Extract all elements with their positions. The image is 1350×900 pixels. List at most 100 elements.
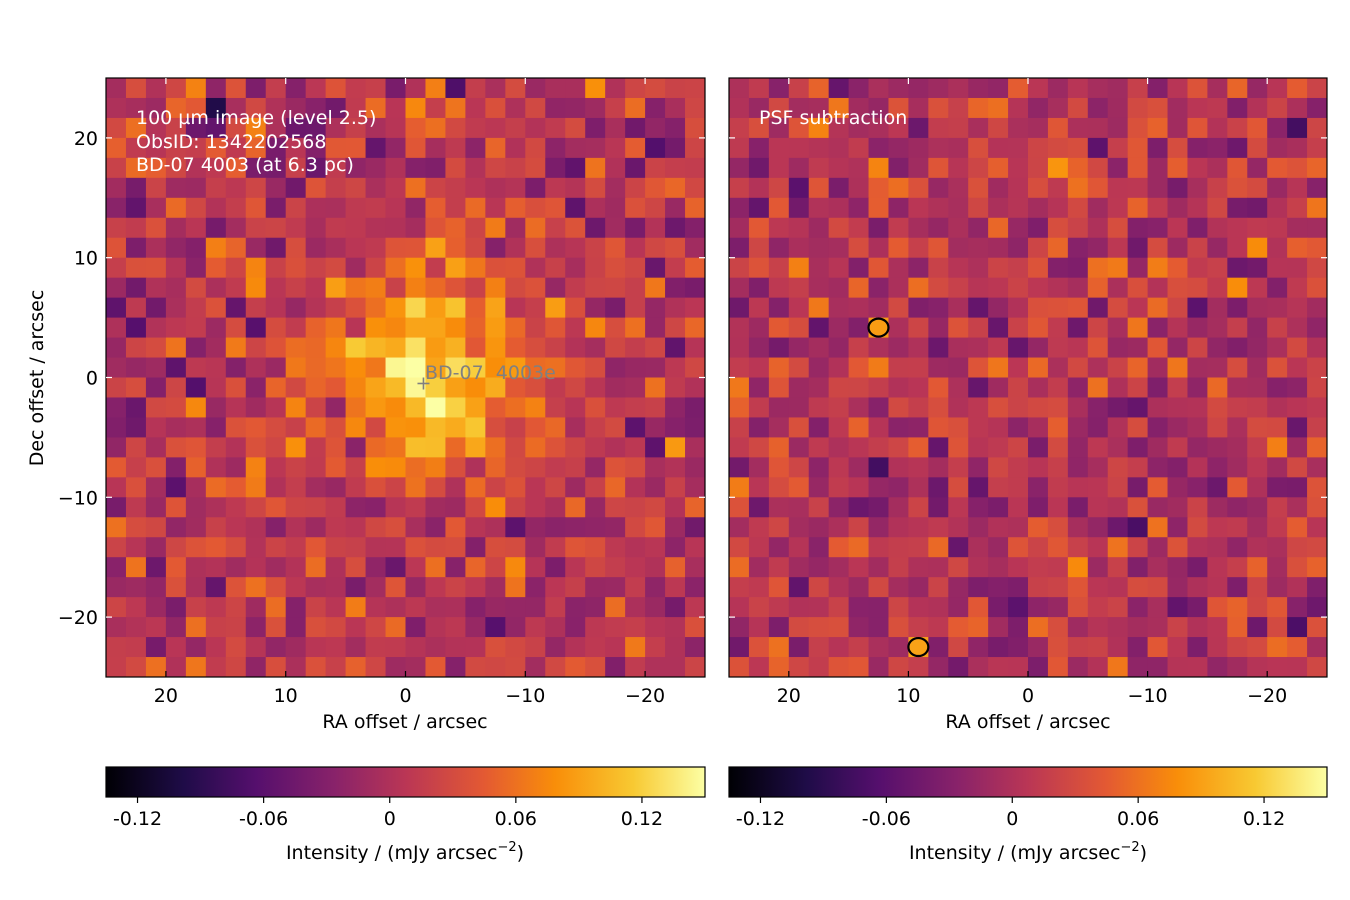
heatmap-cell (645, 497, 666, 518)
heatmap-cell (565, 637, 586, 658)
heatmap-cell (748, 137, 770, 159)
heatmap-cell (888, 157, 909, 179)
heatmap-cell (265, 197, 287, 219)
heatmap-cell (685, 237, 705, 259)
heatmap-cell (565, 377, 586, 399)
heatmap-cell (1187, 617, 1208, 638)
heatmap-cell (665, 477, 686, 498)
heatmap-cell (1307, 137, 1327, 159)
heatmap-cell (665, 357, 686, 379)
heatmap-cell (106, 137, 127, 159)
heatmap-cell (325, 78, 347, 99)
heatmap-cell (685, 557, 705, 578)
heatmap-cell (505, 97, 526, 119)
heatmap-cell (828, 157, 850, 179)
heatmap-cell (385, 97, 407, 119)
heatmap-cell (106, 437, 127, 458)
heatmap-cell (665, 577, 686, 598)
heatmap-cell (888, 657, 909, 677)
heatmap-cell (665, 377, 686, 399)
heatmap-cell (465, 137, 486, 159)
heatmap-cell (888, 78, 909, 99)
heatmap-cell (1227, 597, 1248, 618)
heatmap-cell (485, 97, 506, 119)
heatmap-cell (265, 157, 287, 179)
heatmap-cell (225, 417, 247, 438)
heatmap-cell (385, 657, 407, 677)
heatmap-cell (1047, 657, 1069, 677)
heatmap-cell (1167, 517, 1189, 538)
heatmap-cell (1067, 597, 1089, 618)
heatmap-cell (305, 617, 327, 638)
heatmap-cell (585, 317, 606, 339)
heatmap-cell (848, 597, 870, 618)
heatmap-cell (1167, 317, 1189, 339)
heatmap-cell (585, 597, 606, 618)
heatmap-cell (808, 657, 830, 677)
contour-line (867, 317, 890, 338)
heatmap-cell (245, 97, 267, 119)
heatmap-cell (1107, 177, 1129, 199)
heatmap-cell (545, 337, 566, 359)
heatmap-cell (685, 377, 705, 399)
heatmap-cell (1167, 537, 1189, 558)
heatmap-cell (125, 137, 147, 159)
heatmap-cell (265, 277, 287, 299)
heatmap-cell (385, 257, 407, 279)
heatmap-cell (485, 377, 506, 399)
heatmap-cell (948, 357, 969, 379)
heatmap-cell (1287, 237, 1308, 259)
heatmap-cell (1307, 337, 1327, 359)
heatmap-cell (165, 97, 187, 119)
heatmap-cell (1187, 517, 1208, 538)
heatmap-cell (1008, 397, 1029, 419)
heatmap-cell (848, 157, 870, 179)
heatmap-cell (1067, 617, 1089, 638)
heatmap-cell (525, 137, 546, 159)
heatmap-cell (685, 437, 705, 458)
heatmap-cell (729, 437, 750, 458)
heatmap-cell (285, 78, 307, 99)
heatmap-cell (505, 297, 526, 319)
heatmap-cell (485, 597, 506, 618)
heatmap-cell (145, 157, 167, 179)
heatmap-cell (1167, 257, 1189, 279)
heatmap-cell (968, 197, 989, 219)
heatmap-cell (245, 317, 267, 339)
heatmap-cell (245, 157, 267, 179)
heatmap-cell (729, 477, 750, 498)
heatmap-cell (808, 97, 830, 119)
heatmap-cell (625, 117, 646, 139)
heatmap-cell (685, 117, 705, 139)
heatmap-cell (868, 477, 890, 498)
heatmap-cell (265, 377, 287, 399)
heatmap-cell (868, 277, 890, 299)
heatmap-cell (808, 517, 830, 538)
right-heatmap (729, 78, 1327, 677)
heatmap-cell (1227, 497, 1248, 518)
heatmap-cell (125, 657, 147, 677)
heatmap-cell (1028, 497, 1049, 518)
heatmap-cell (465, 577, 486, 598)
heatmap-cell (365, 657, 387, 677)
heatmap-cell (868, 117, 890, 139)
heatmap-cell (808, 217, 830, 239)
heatmap-cell (445, 517, 466, 538)
heatmap-cell (1227, 137, 1248, 159)
heatmap-cell (908, 537, 929, 558)
heatmap-cell (485, 577, 506, 598)
heatmap-cell (988, 217, 1009, 239)
heatmap-cell (1187, 277, 1208, 299)
heatmap-cell (145, 257, 167, 279)
heatmap-cell (1028, 137, 1049, 159)
heatmap-cell (505, 237, 526, 259)
heatmap-cell (868, 577, 890, 598)
heatmap-cell (385, 297, 407, 319)
heatmap-cell (245, 277, 267, 299)
heatmap-cell (285, 517, 307, 538)
heatmap-cell (1028, 217, 1049, 239)
heatmap-cell (565, 257, 586, 279)
heatmap-cell (1247, 217, 1268, 239)
heatmap-cell (1008, 537, 1029, 558)
heatmap-cell (888, 317, 909, 339)
